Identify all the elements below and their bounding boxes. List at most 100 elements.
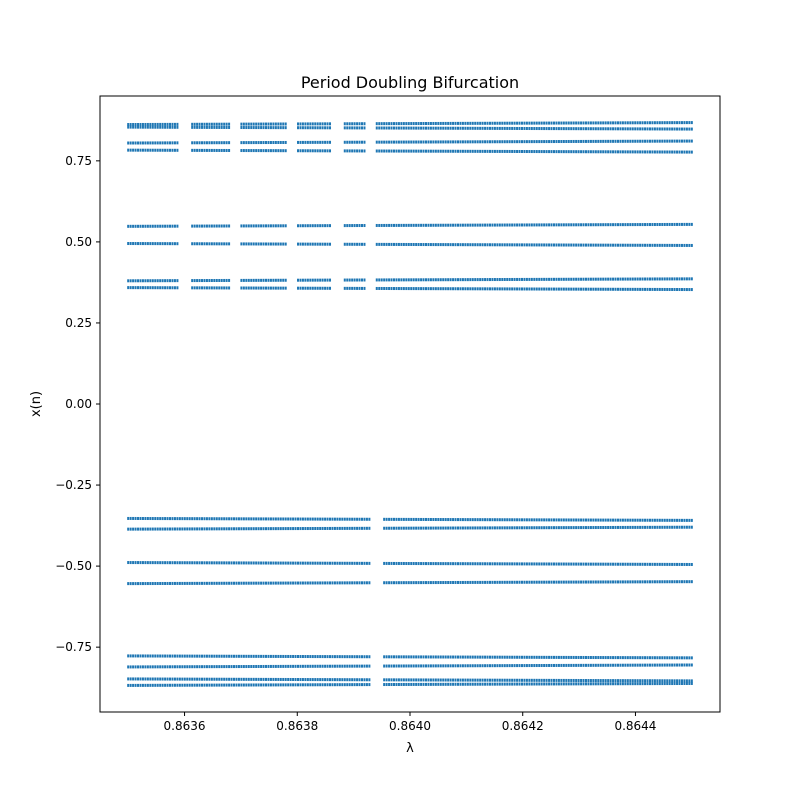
data-point xyxy=(520,121,523,125)
data-point xyxy=(444,223,447,227)
data-point xyxy=(528,223,531,227)
data-point xyxy=(267,527,270,531)
data-point xyxy=(520,140,523,144)
x-tick-label: 0.8640 xyxy=(389,719,431,733)
data-point xyxy=(557,682,560,686)
data-point xyxy=(663,656,666,660)
data-point xyxy=(127,527,130,531)
data-point xyxy=(523,126,526,130)
data-point xyxy=(144,561,147,565)
data-point xyxy=(543,682,546,686)
data-point xyxy=(173,581,176,585)
data-point xyxy=(213,224,216,228)
data-point xyxy=(375,149,378,153)
data-point xyxy=(543,580,546,584)
data-point xyxy=(321,149,324,153)
data-point xyxy=(358,286,361,290)
data-point xyxy=(284,677,287,681)
data-point xyxy=(609,562,612,566)
data-point xyxy=(309,149,312,153)
data-point xyxy=(501,682,504,686)
data-point xyxy=(139,242,142,246)
data-point xyxy=(353,286,356,290)
data-point xyxy=(257,581,260,585)
data-point xyxy=(644,287,647,291)
data-point xyxy=(417,122,420,126)
data-point xyxy=(346,286,349,290)
data-point xyxy=(525,223,528,227)
data-point xyxy=(560,663,563,667)
data-point xyxy=(555,562,558,566)
data-point xyxy=(584,679,587,683)
data-point xyxy=(444,140,447,144)
data-point xyxy=(439,562,442,566)
data-point xyxy=(651,562,654,566)
data-point xyxy=(673,682,676,686)
data-point xyxy=(134,665,137,669)
data-point xyxy=(154,279,157,283)
data-point xyxy=(469,682,472,686)
data-point xyxy=(361,561,363,565)
data-point xyxy=(562,150,565,154)
data-point xyxy=(336,517,339,521)
data-point xyxy=(321,278,324,282)
data-point xyxy=(508,277,511,281)
data-point xyxy=(634,679,637,683)
data-point xyxy=(228,122,231,126)
data-point xyxy=(390,517,393,521)
data-point xyxy=(538,655,541,659)
data-point xyxy=(301,517,304,521)
data-point xyxy=(584,526,587,530)
data-point xyxy=(550,682,553,686)
data-point xyxy=(530,526,533,530)
data-point xyxy=(233,665,236,669)
data-point xyxy=(159,224,162,228)
data-point xyxy=(412,562,415,566)
data-point xyxy=(550,678,553,682)
data-point xyxy=(523,518,526,522)
data-point xyxy=(570,580,573,584)
data-point xyxy=(685,562,688,566)
data-point xyxy=(457,518,459,522)
data-point xyxy=(358,581,361,585)
data-point xyxy=(161,665,164,669)
data-point xyxy=(525,518,528,522)
data-point xyxy=(619,525,622,529)
data-point xyxy=(282,654,285,658)
data-point xyxy=(594,287,597,291)
data-point xyxy=(648,525,651,529)
data-point xyxy=(612,580,615,584)
data-point xyxy=(496,664,499,668)
data-point xyxy=(525,678,528,682)
data-point xyxy=(169,561,172,565)
data-point xyxy=(262,126,265,130)
data-point xyxy=(518,562,521,566)
data-point xyxy=(597,656,600,660)
data-point xyxy=(262,664,265,668)
data-point xyxy=(326,149,329,153)
data-point xyxy=(395,140,398,144)
data-point xyxy=(580,150,583,154)
data-point xyxy=(363,561,366,565)
data-point xyxy=(491,126,494,130)
data-point xyxy=(343,664,346,668)
data-point xyxy=(567,243,570,247)
data-point xyxy=(452,126,455,130)
data-point xyxy=(297,140,300,144)
data-point xyxy=(269,224,272,228)
data-point xyxy=(626,525,629,529)
data-point xyxy=(255,286,258,290)
data-point xyxy=(274,126,277,130)
data-point xyxy=(279,140,282,144)
data-point xyxy=(589,656,592,660)
data-point xyxy=(466,664,469,668)
data-point xyxy=(479,678,482,682)
data-point xyxy=(250,677,253,681)
data-point xyxy=(427,243,430,247)
data-point xyxy=(685,127,688,131)
data-point xyxy=(393,242,395,246)
data-point xyxy=(314,678,317,682)
data-point xyxy=(530,140,533,144)
data-point xyxy=(442,278,445,282)
data-point xyxy=(129,279,132,283)
